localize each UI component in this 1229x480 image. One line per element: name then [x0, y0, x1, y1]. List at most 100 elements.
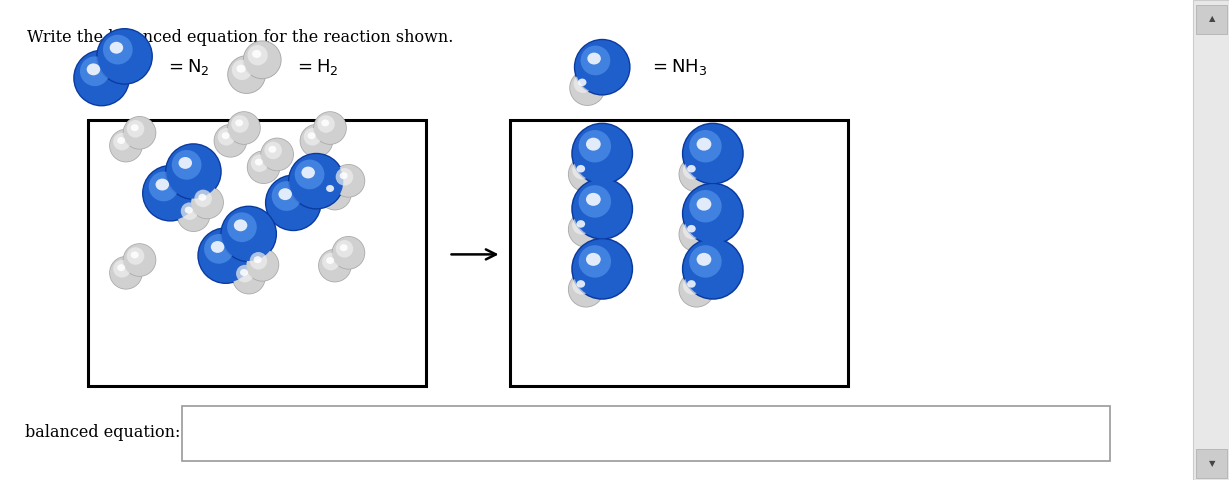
- Ellipse shape: [268, 146, 277, 153]
- Bar: [88, 120, 426, 386]
- Ellipse shape: [573, 216, 591, 235]
- Ellipse shape: [689, 130, 721, 162]
- Bar: [1196, 5, 1227, 34]
- Ellipse shape: [680, 157, 714, 192]
- Bar: [182, 406, 1110, 461]
- Ellipse shape: [678, 271, 714, 308]
- Ellipse shape: [697, 198, 712, 211]
- Ellipse shape: [689, 245, 721, 277]
- Ellipse shape: [156, 179, 170, 191]
- Ellipse shape: [123, 243, 156, 277]
- Ellipse shape: [87, 63, 101, 75]
- Ellipse shape: [339, 172, 348, 179]
- Ellipse shape: [568, 156, 605, 192]
- Ellipse shape: [680, 217, 714, 252]
- Ellipse shape: [96, 28, 152, 85]
- Ellipse shape: [232, 262, 264, 294]
- Ellipse shape: [333, 165, 365, 197]
- Ellipse shape: [683, 240, 742, 298]
- Ellipse shape: [279, 188, 293, 200]
- Ellipse shape: [573, 160, 591, 180]
- Ellipse shape: [109, 42, 123, 54]
- Ellipse shape: [243, 40, 281, 79]
- Ellipse shape: [678, 156, 714, 192]
- Ellipse shape: [579, 130, 611, 162]
- Ellipse shape: [109, 129, 143, 162]
- Ellipse shape: [318, 250, 350, 282]
- Ellipse shape: [571, 178, 633, 240]
- Ellipse shape: [143, 165, 199, 222]
- Ellipse shape: [307, 132, 316, 139]
- Ellipse shape: [313, 111, 347, 145]
- Ellipse shape: [262, 138, 294, 170]
- Ellipse shape: [127, 120, 144, 138]
- Ellipse shape: [220, 205, 277, 263]
- Ellipse shape: [568, 211, 605, 248]
- Ellipse shape: [687, 225, 696, 232]
- Ellipse shape: [586, 253, 601, 266]
- Ellipse shape: [229, 56, 265, 93]
- Ellipse shape: [569, 272, 603, 307]
- Ellipse shape: [573, 276, 591, 295]
- Ellipse shape: [254, 158, 263, 166]
- Ellipse shape: [264, 142, 281, 159]
- Ellipse shape: [199, 228, 253, 283]
- Ellipse shape: [300, 124, 333, 157]
- Text: balanced equation:: balanced equation:: [25, 424, 179, 442]
- Text: Write the balanced equation for the reaction shown.: Write the balanced equation for the reac…: [27, 29, 454, 46]
- Ellipse shape: [571, 122, 633, 185]
- Ellipse shape: [576, 165, 585, 172]
- Ellipse shape: [113, 133, 130, 150]
- Ellipse shape: [315, 112, 347, 144]
- Text: $= \mathrm{N_2}$: $= \mathrm{N_2}$: [165, 57, 209, 77]
- Ellipse shape: [177, 199, 209, 231]
- Ellipse shape: [127, 247, 144, 265]
- Text: $= \mathrm{H_2}$: $= \mathrm{H_2}$: [294, 57, 338, 77]
- Ellipse shape: [109, 256, 143, 289]
- Ellipse shape: [229, 112, 261, 144]
- Ellipse shape: [697, 138, 712, 151]
- Ellipse shape: [571, 238, 633, 300]
- Ellipse shape: [149, 171, 178, 201]
- Ellipse shape: [682, 122, 744, 185]
- Ellipse shape: [573, 240, 632, 298]
- Text: ▼: ▼: [1208, 459, 1215, 468]
- Ellipse shape: [232, 261, 265, 294]
- Ellipse shape: [573, 124, 632, 183]
- Ellipse shape: [97, 29, 151, 84]
- Ellipse shape: [569, 157, 603, 192]
- Ellipse shape: [103, 35, 133, 64]
- Ellipse shape: [683, 184, 742, 243]
- Ellipse shape: [586, 138, 601, 151]
- Ellipse shape: [322, 181, 339, 198]
- Ellipse shape: [289, 154, 343, 208]
- Ellipse shape: [234, 219, 247, 231]
- Ellipse shape: [318, 177, 351, 210]
- Ellipse shape: [574, 39, 630, 96]
- Ellipse shape: [569, 212, 603, 247]
- Ellipse shape: [235, 120, 243, 126]
- Bar: [1193, 0, 1229, 480]
- Ellipse shape: [682, 238, 744, 300]
- Bar: [510, 120, 848, 386]
- Ellipse shape: [190, 186, 224, 219]
- Ellipse shape: [178, 157, 192, 169]
- Ellipse shape: [574, 74, 592, 93]
- Ellipse shape: [204, 234, 234, 264]
- Ellipse shape: [214, 124, 247, 157]
- Ellipse shape: [166, 144, 220, 199]
- Ellipse shape: [214, 125, 246, 157]
- Ellipse shape: [332, 236, 365, 270]
- Ellipse shape: [124, 244, 156, 276]
- Ellipse shape: [680, 272, 714, 307]
- Ellipse shape: [318, 249, 351, 282]
- Ellipse shape: [575, 40, 629, 94]
- Ellipse shape: [123, 116, 156, 150]
- Text: ▲: ▲: [1208, 14, 1215, 23]
- Ellipse shape: [109, 257, 141, 289]
- Ellipse shape: [576, 220, 585, 228]
- Text: $= \mathrm{NH_3}$: $= \mathrm{NH_3}$: [649, 57, 707, 77]
- Ellipse shape: [336, 240, 353, 258]
- Ellipse shape: [232, 60, 252, 80]
- Ellipse shape: [339, 244, 348, 251]
